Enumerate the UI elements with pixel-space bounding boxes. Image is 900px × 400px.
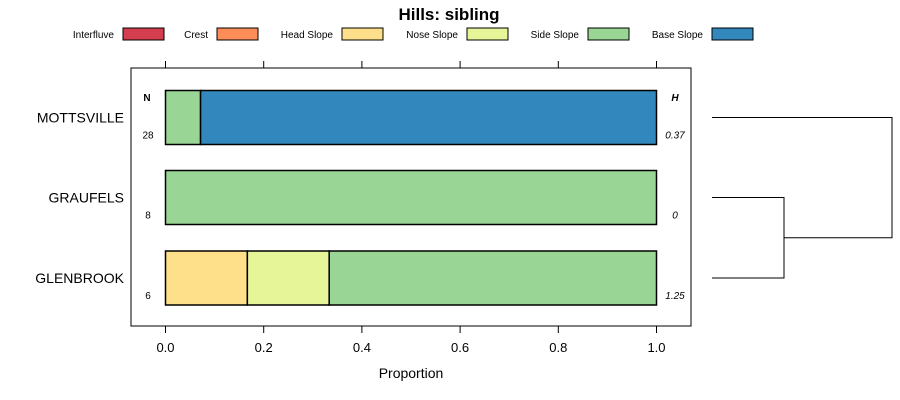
x-tick-label-1: 0.2 (255, 340, 273, 355)
legend-label-base-slope: Base Slope (652, 30, 704, 41)
dendrogram-branch-graufels-glenbrook (712, 197, 785, 279)
h-value-glenbrook: 1.25 (665, 291, 685, 302)
chart-title: Hills: sibling (398, 5, 499, 24)
x-axis-title: Proportion (379, 365, 444, 381)
n-column: N 28 8 6 (142, 93, 154, 302)
h-header: H (671, 93, 679, 104)
legend: Interfluve Crest Head Slope Nose Slope Side … (73, 27, 754, 41)
n-value-mottsville: 28 (142, 131, 154, 142)
legend-label-head-slope: Head Slope (281, 30, 334, 41)
n-header: N (143, 93, 150, 104)
legend-swatch-side-slope (587, 27, 630, 41)
dendrogram (712, 117, 893, 279)
legend-swatch-crest (216, 27, 259, 41)
dendrogram-branch-root (712, 117, 893, 239)
x-tick-label-2: 0.4 (353, 340, 371, 355)
bar-glenbrook-nose-slope (246, 250, 330, 306)
bar-mottsville-side-slope (164, 89, 202, 146)
row-label-mottsville: MOTTSVILLE (37, 110, 124, 126)
row-label-glenbrook: GLENBROOK (35, 270, 124, 286)
legend-label-side-slope: Side Slope (531, 30, 580, 41)
legend-label-interfluve: Interfluve (73, 30, 115, 41)
legend-swatch-nose-slope (466, 27, 509, 41)
legend-label-crest: Crest (184, 30, 208, 41)
top-axis-ticks (165, 61, 657, 68)
x-tick-label-3: 0.6 (451, 340, 469, 355)
bar-mottsville-base-slope (199, 89, 658, 146)
row-label-graufels: GRAUFELS (49, 190, 124, 206)
n-value-glenbrook: 6 (145, 291, 151, 302)
x-tick-label-4: 0.8 (549, 340, 567, 355)
h-value-mottsville: 0.37 (665, 131, 685, 142)
row-labels: MOTTSVILLE GRAUFELS GLENBROOK (35, 110, 124, 287)
bar-glenbrook-head-slope (164, 250, 249, 306)
x-tick-label-0: 0.0 (156, 340, 174, 355)
legend-swatch-head-slope (341, 27, 384, 41)
bar-glenbrook-side-slope (328, 250, 658, 306)
h-value-graufels: 0 (672, 211, 678, 222)
h-column: H 0.37 0 1.25 (665, 93, 685, 302)
x-axis: 0.0 0.2 0.4 0.6 0.8 1.0 (156, 326, 666, 355)
bar-graufels-side-slope (164, 169, 658, 226)
n-value-graufels: 8 (145, 211, 151, 222)
plot-panel-border (130, 67, 692, 327)
legend-label-nose-slope: Nose Slope (406, 30, 458, 41)
bar-group (164, 89, 658, 306)
x-tick-label-5: 1.0 (647, 340, 665, 355)
legend-swatch-interfluve (122, 27, 165, 41)
legend-swatch-base-slope (711, 27, 754, 41)
